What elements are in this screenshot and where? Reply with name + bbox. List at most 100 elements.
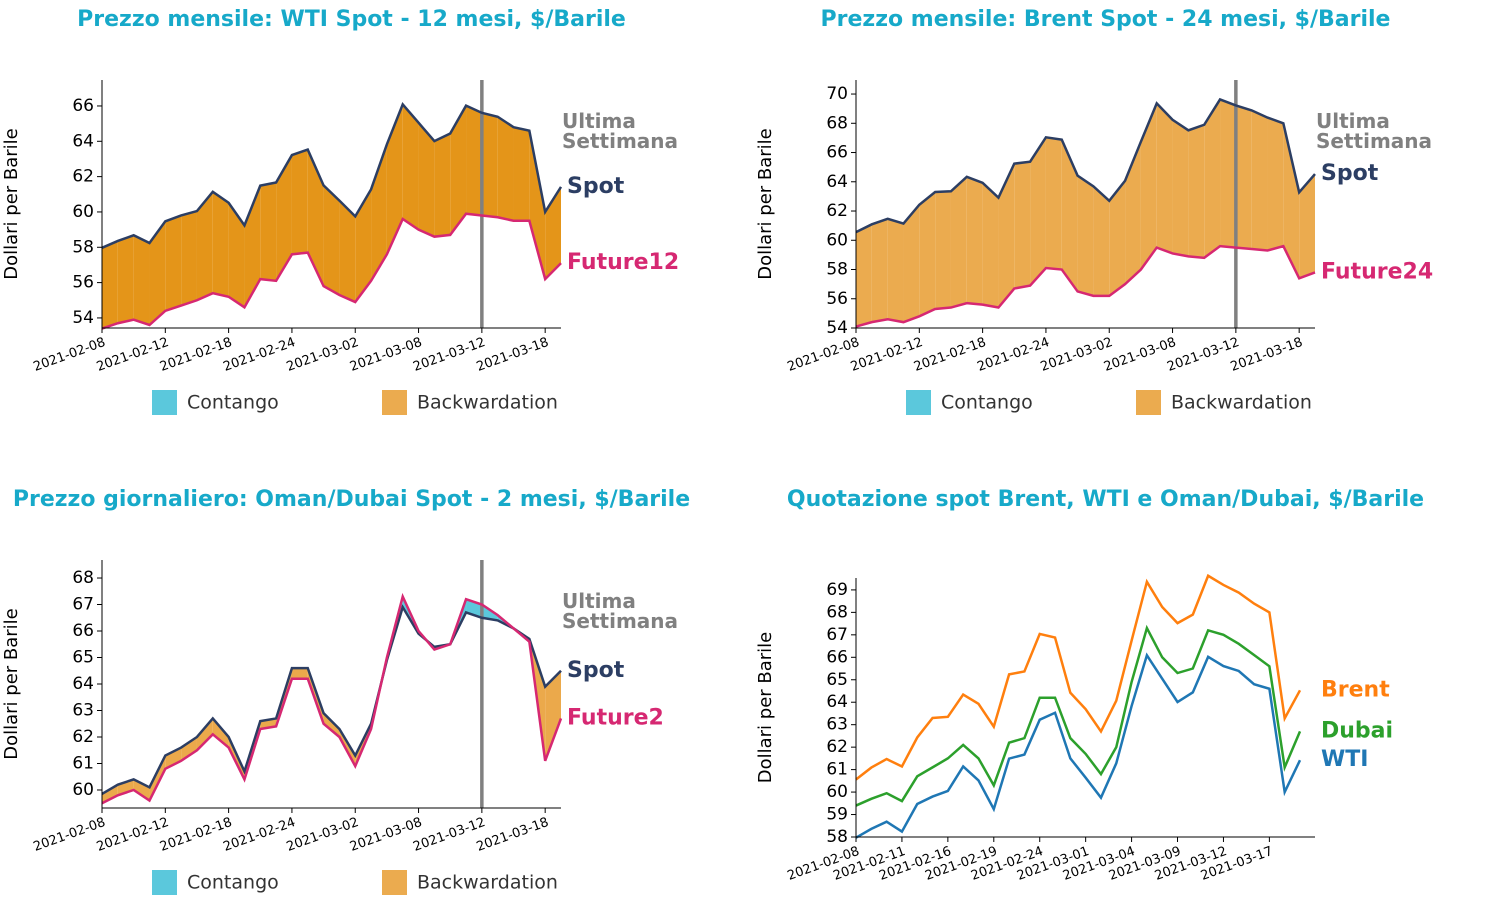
spread-fill [307, 149, 324, 287]
x-tick-label: 2021-02-08 [31, 335, 107, 375]
spread-fill [355, 189, 372, 303]
y-tick-label: 61 [72, 753, 94, 773]
legend-label: Backwardation [417, 392, 558, 414]
spread-fill [291, 668, 308, 679]
x-tick-label: 2021-03-18 [1229, 335, 1305, 375]
chart-title: Prezzo mensile: Brent Spot - 24 mesi, $/… [821, 7, 1391, 32]
spread-fill [966, 176, 983, 305]
y-tick-label: 64 [72, 674, 94, 694]
y-tick-label: 58 [826, 260, 848, 280]
x-tick-label: 2021-02-24 [221, 815, 297, 855]
spread-fill [291, 149, 308, 255]
y-tick-label: 65 [72, 648, 94, 668]
y-tick-label: 62 [72, 167, 94, 187]
y-tick-label: 60 [72, 780, 94, 800]
x-tick-label: 2021-02-24 [975, 335, 1051, 375]
y-tick-label: 69 [826, 580, 848, 600]
spread-fill [165, 215, 182, 311]
chart-title: Prezzo giornaliero: Oman/Dubai Spot - 2 … [13, 487, 690, 512]
legend-swatch [382, 390, 407, 415]
y-tick-label: 63 [826, 715, 848, 735]
y-tick-label: 67 [72, 595, 94, 615]
spread-fill [323, 185, 340, 295]
x-tick-label: 2021-02-12 [95, 335, 171, 375]
series-line [855, 97, 1316, 234]
series-line [101, 592, 563, 805]
spread-fill [450, 105, 467, 235]
y-tick-label: 66 [826, 647, 848, 667]
spread-fill [1125, 141, 1141, 285]
y-tick-label: 68 [826, 602, 848, 622]
spread-fill [1061, 139, 1078, 292]
series-line [855, 624, 1302, 807]
x-tick-label: 2021-02-08 [31, 815, 107, 855]
spread-fill [181, 736, 197, 761]
legend-swatch [152, 870, 177, 895]
x-tick-label: 2021-03-18 [475, 335, 551, 375]
x-tick-label: 2021-02-18 [158, 815, 234, 855]
x-tick-label: 2021-03-18 [475, 815, 551, 855]
spread-fill [856, 224, 872, 327]
chart-title: Quotazione spot Brent, WTI e Oman/Dubai,… [787, 487, 1424, 512]
spread-fill [102, 784, 118, 804]
spread-fill [102, 240, 118, 329]
legend-swatch [152, 390, 177, 415]
spread-fill [481, 112, 498, 218]
spread-fill [871, 218, 888, 323]
y-tick-label: 66 [72, 621, 94, 641]
y-tick-label: 54 [826, 318, 848, 338]
x-tick-label: 2021-02-18 [912, 335, 988, 375]
spread-fill [1283, 123, 1300, 279]
legend-swatch [1136, 390, 1161, 415]
series-label: Future12 [567, 250, 679, 275]
y-tick-label: 68 [72, 568, 94, 588]
series-label: Future2 [567, 705, 664, 730]
x-tick-label: 2021-02-08 [785, 335, 861, 375]
spread-fill [1251, 110, 1268, 251]
x-tick-label: 2021-03-08 [348, 815, 424, 855]
y-tick-label: 68 [826, 113, 848, 133]
spread-fill [212, 718, 229, 748]
y-tick-label: 59 [826, 805, 848, 825]
spread-fill [386, 104, 403, 255]
spread-fill [1140, 103, 1157, 270]
x-tick-label: 2021-02-18 [158, 335, 234, 375]
y-tick-label: 60 [72, 202, 94, 222]
spread-fill [1030, 137, 1046, 286]
y-tick-label: 70 [826, 84, 848, 104]
spread-fill [919, 192, 936, 317]
y-tick-label: 66 [72, 96, 94, 116]
y-tick-label: 58 [826, 827, 848, 847]
spread-fill [1172, 119, 1189, 257]
y-tick-label: 56 [72, 273, 94, 293]
y-axis-label: Dollari per Barile [1, 608, 22, 760]
spread-fill [323, 713, 340, 737]
series-line [101, 212, 562, 330]
spread-fill [402, 104, 419, 230]
y-tick-label: 64 [72, 131, 94, 151]
y-tick-label: 66 [826, 143, 848, 163]
spread-fill [260, 182, 277, 281]
spread-fill [1156, 103, 1173, 254]
marker-label: Ultima Settimana [562, 109, 679, 153]
y-tick-label: 64 [826, 692, 848, 712]
y-tick-label: 67 [826, 625, 848, 645]
spread-fill [228, 202, 245, 308]
spread-fill [466, 105, 482, 216]
legend-label: Backwardation [417, 872, 558, 894]
spread-fill [1299, 174, 1315, 279]
series-line [855, 244, 1316, 328]
x-tick-label: 2021-03-02 [285, 815, 361, 855]
chart-title: Prezzo mensile: WTI Spot - 12 mesi, $/Ba… [77, 7, 626, 32]
x-tick-label: 2021-02-24 [221, 335, 297, 375]
x-tick-label: 2021-03-12 [411, 815, 487, 855]
y-axis-label: Dollari per Barile [1, 128, 22, 280]
spread-fill [434, 133, 451, 237]
x-tick-label: 2021-03-02 [285, 335, 361, 375]
series-label: Spot [567, 658, 625, 683]
y-tick-label: 63 [72, 700, 94, 720]
spread-fill [276, 155, 292, 281]
spread-fill [513, 127, 530, 221]
series-label: Dubai [1321, 718, 1393, 743]
legend-label: Contango [941, 392, 1033, 414]
